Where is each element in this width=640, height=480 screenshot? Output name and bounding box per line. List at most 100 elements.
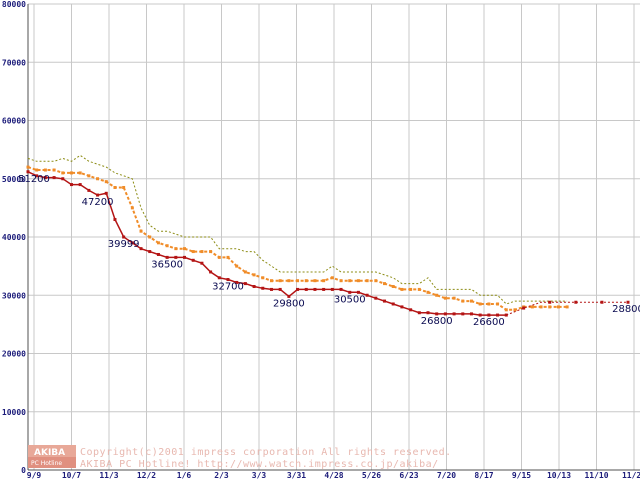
data-label: 26800 <box>421 316 453 327</box>
y-tick-label: 0 <box>21 466 26 475</box>
x-tick-label: 10/7 <box>62 471 81 480</box>
series-3-point <box>548 300 552 304</box>
series-2-point <box>296 287 300 291</box>
series-1-point <box>235 264 239 268</box>
series-1-point <box>374 279 378 283</box>
series-1-point <box>504 308 508 312</box>
series-1-point <box>61 171 65 175</box>
series-2-point <box>287 294 291 298</box>
series-1-point <box>183 247 187 251</box>
series-2-point <box>409 308 413 312</box>
series-1-point <box>443 296 447 300</box>
x-tick-label: 6/23 <box>399 471 418 480</box>
y-tick-label: 60000 <box>2 117 26 126</box>
series-1-point <box>78 171 82 175</box>
series-3-point <box>600 300 604 304</box>
series-1-point <box>496 302 500 306</box>
x-tick-label: 8/17 <box>474 471 493 480</box>
series-2-point <box>478 313 482 317</box>
data-label: 30500 <box>334 294 366 305</box>
series-2-point <box>469 312 473 316</box>
series-1-point <box>269 279 273 283</box>
series-2-point <box>200 261 204 265</box>
series-1-point <box>243 270 247 274</box>
series-3-point <box>626 300 630 304</box>
series-2-point <box>191 258 195 262</box>
x-tick-label: 11/10 <box>584 471 608 480</box>
x-tick-label: 5/26 <box>362 471 381 480</box>
data-label: 26600 <box>473 317 505 328</box>
series-1-point <box>43 168 47 172</box>
series-2-point <box>391 302 395 306</box>
series-1-point <box>348 279 352 283</box>
series-1-point <box>487 302 491 306</box>
series-1-point <box>252 273 256 277</box>
series-1-point <box>113 185 117 189</box>
series-2-point <box>313 287 317 291</box>
y-tick-label: 50000 <box>2 175 26 184</box>
series-2-point <box>339 287 343 291</box>
series-1-point <box>452 296 456 300</box>
series-1-point <box>296 279 300 283</box>
series-2-point <box>487 313 491 317</box>
series-2-point <box>235 280 239 284</box>
series-1-point <box>565 305 569 309</box>
series-1-point <box>530 305 534 309</box>
data-label: 47200 <box>82 197 114 208</box>
series-1-point <box>139 229 143 233</box>
series-2-point <box>452 312 456 316</box>
series-2-point <box>348 290 352 294</box>
y-tick-labels: 0 10000 20000 30000 40000 50000 60000 70000 8000… <box>2 0 26 475</box>
x-tick-labels: 9/9 10/7 11/3 12/2 1/6 2/3 3/3 3/31 4/28 5/26 6/23… <box>27 471 640 480</box>
series-1-point <box>226 255 230 259</box>
series-2-point <box>113 218 117 222</box>
x-tick-label: 10/13 <box>547 471 571 480</box>
series-1-point <box>478 302 482 306</box>
series-2-point <box>217 276 221 280</box>
series-1-point <box>287 279 291 283</box>
series-1-point <box>122 185 126 189</box>
series-2-point <box>426 311 430 315</box>
series-2-point <box>461 312 465 316</box>
series-2-point <box>261 286 265 290</box>
series-1-point <box>174 247 178 251</box>
series-1-point <box>165 244 169 248</box>
x-tick-label: 9/9 <box>27 471 42 480</box>
x-tick-label: 3/3 <box>252 471 267 480</box>
series-2-point <box>148 250 152 254</box>
series-1-point <box>469 299 473 303</box>
series-2-point <box>35 174 39 178</box>
series-2-point <box>52 176 56 180</box>
series-line-0 <box>27 154 568 305</box>
data-label: 51200 <box>18 174 50 185</box>
grid <box>28 3 640 471</box>
series-2-point <box>165 255 169 259</box>
watermark: AKIBA PC Hotline Copyright(c)2001 impres… <box>28 445 451 470</box>
series-2-point <box>417 311 421 315</box>
series-1-point <box>339 279 343 283</box>
series-1-point <box>104 180 108 184</box>
series-1-point <box>191 250 195 254</box>
series-2-point <box>209 270 213 274</box>
series-2-point <box>400 305 404 309</box>
logo-top-text: AKIBA <box>34 448 65 458</box>
y-tick-label: 20000 <box>2 350 26 359</box>
data-label: 36500 <box>151 259 183 270</box>
series-2-point <box>243 282 247 286</box>
series-1-point <box>35 168 39 172</box>
series-2-point <box>104 191 108 195</box>
series-1-point <box>356 279 360 283</box>
series-2-point <box>304 287 308 291</box>
series-2-point <box>156 252 160 256</box>
data-label: 28800 <box>612 304 640 315</box>
series-1-point <box>322 279 326 283</box>
series-1-point <box>156 241 160 245</box>
series-2-point <box>87 188 91 192</box>
series-1-point <box>130 206 134 210</box>
series-1-point <box>313 279 317 283</box>
logo-bottom-text: PC Hotline <box>31 460 62 467</box>
series-1-point <box>69 171 73 175</box>
x-tick-label: 4/28 <box>324 471 343 480</box>
url-line: AKIBA PC Hotline! http://www.watch.impre… <box>80 459 439 470</box>
series-2-point <box>443 312 447 316</box>
